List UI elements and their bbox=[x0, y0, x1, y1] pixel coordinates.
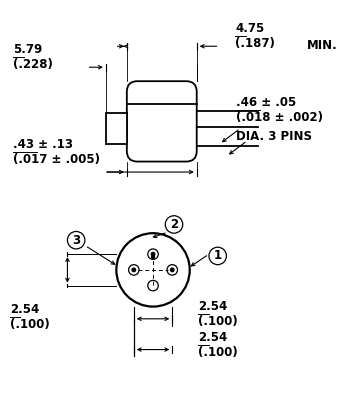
Bar bbox=[106, 113, 127, 144]
Circle shape bbox=[129, 265, 139, 275]
Text: 2.54: 2.54 bbox=[10, 303, 39, 316]
Text: 2: 2 bbox=[170, 218, 178, 231]
Text: 5.79: 5.79 bbox=[13, 43, 43, 56]
Text: (.100): (.100) bbox=[198, 346, 238, 359]
Text: (.228): (.228) bbox=[13, 58, 53, 71]
Circle shape bbox=[116, 233, 190, 306]
Text: 2.54: 2.54 bbox=[198, 300, 228, 313]
Text: .46 ± .05: .46 ± .05 bbox=[236, 96, 296, 109]
Text: (.017 ± .005): (.017 ± .005) bbox=[13, 153, 100, 166]
Text: (.100): (.100) bbox=[10, 318, 49, 331]
Text: 3: 3 bbox=[72, 234, 80, 247]
Circle shape bbox=[148, 249, 158, 260]
Circle shape bbox=[209, 247, 226, 265]
Circle shape bbox=[167, 265, 178, 275]
Text: MIN.: MIN. bbox=[307, 38, 338, 52]
Text: .43 ± .13: .43 ± .13 bbox=[13, 138, 73, 151]
Text: 2.54: 2.54 bbox=[198, 331, 228, 344]
Circle shape bbox=[170, 268, 175, 272]
FancyBboxPatch shape bbox=[127, 81, 197, 162]
Circle shape bbox=[151, 252, 155, 257]
Text: 4.75: 4.75 bbox=[235, 22, 264, 35]
Text: (.018 ± .002): (.018 ± .002) bbox=[236, 111, 323, 124]
Circle shape bbox=[67, 232, 85, 249]
Text: (.187): (.187) bbox=[235, 37, 275, 50]
Text: (.100): (.100) bbox=[198, 315, 238, 328]
Circle shape bbox=[131, 268, 136, 272]
Text: DIA. 3 PINS: DIA. 3 PINS bbox=[236, 130, 312, 143]
Circle shape bbox=[148, 280, 158, 291]
Circle shape bbox=[151, 255, 155, 259]
Circle shape bbox=[165, 216, 183, 233]
Text: 1: 1 bbox=[214, 250, 222, 262]
